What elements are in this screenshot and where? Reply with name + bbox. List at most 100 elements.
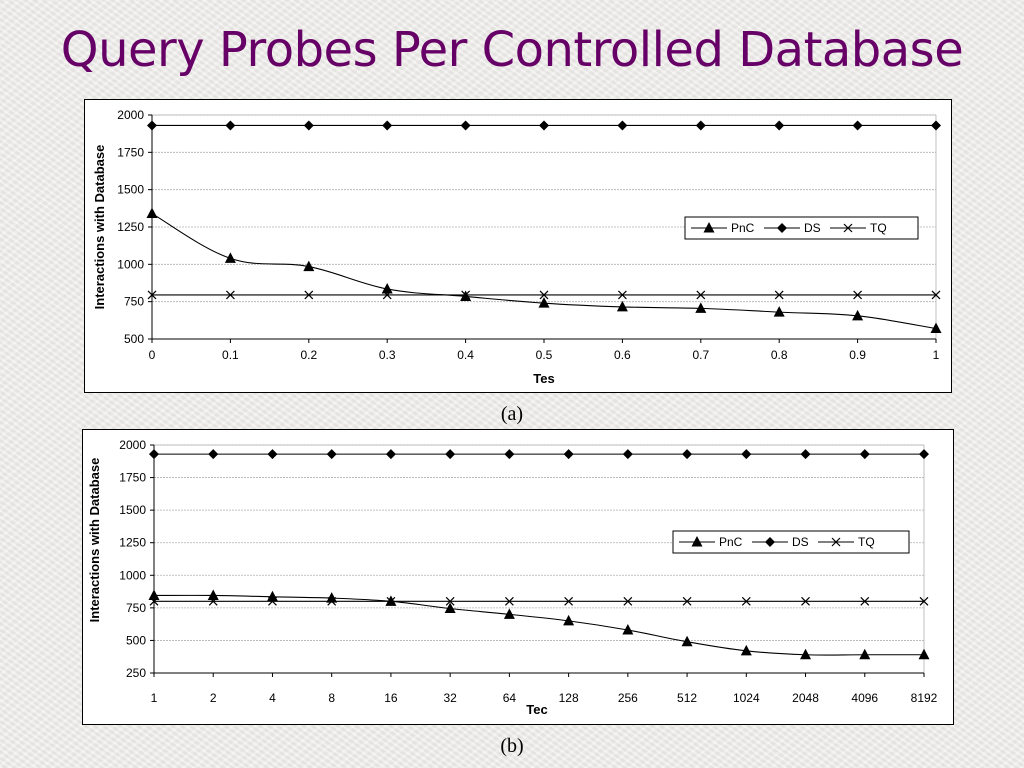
legend-marker-tq — [843, 223, 853, 233]
data-point-tq — [623, 596, 633, 606]
legend-label-ds: DS — [804, 221, 821, 235]
x-tick-label: 0.6 — [614, 348, 631, 362]
data-point-pnc — [381, 282, 393, 294]
x-tick-label: 0.2 — [300, 348, 317, 362]
data-point-tq — [382, 290, 392, 300]
y-tick-label: 1000 — [119, 568, 146, 582]
data-point-tq — [327, 596, 337, 606]
data-point-ds — [919, 449, 929, 460]
legend-box — [684, 216, 919, 240]
data-point-pnc — [538, 297, 550, 308]
y-tick-label: 500 — [126, 633, 146, 647]
data-point-pnc — [622, 624, 634, 635]
legend: PnC DS TQ — [672, 530, 910, 554]
data-point-pnc — [148, 589, 160, 600]
chart-b-caption: (b) — [500, 735, 524, 757]
data-point-ds — [774, 120, 785, 131]
y-tick-label: 2000 — [117, 108, 144, 122]
y-tick-label: 1500 — [117, 183, 144, 197]
legend-label-pnc: PnC — [719, 535, 743, 549]
data-point-tq — [853, 290, 863, 300]
data-point-ds — [622, 449, 633, 460]
slide-title: Query Probes Per Controlled Database — [60, 22, 964, 78]
x-tick-label: 0 — [149, 348, 156, 362]
x-tick-label: 0.3 — [379, 348, 396, 362]
legend-marker-tq — [831, 537, 841, 547]
x-axis-title: Tes — [533, 371, 554, 386]
data-point-tq — [741, 596, 751, 606]
data-point-tq — [919, 596, 929, 606]
data-point-tq — [539, 290, 549, 300]
legend-marker-ds — [777, 223, 787, 233]
legend: PnC DS TQ — [684, 216, 919, 240]
data-point-tq — [445, 596, 455, 606]
data-point-ds — [326, 449, 337, 460]
x-tick-label: 2 — [210, 691, 217, 705]
data-point-pnc — [224, 252, 236, 263]
series-tq — [149, 596, 929, 606]
data-point-pnc — [146, 207, 158, 219]
data-point-ds — [852, 120, 863, 131]
data-point-pnc — [773, 306, 785, 317]
y-tick-label: 1250 — [119, 536, 146, 550]
data-point-tq — [774, 290, 784, 300]
x-tick-label: 128 — [559, 691, 579, 705]
data-point-pnc — [681, 635, 693, 647]
data-point-pnc — [852, 309, 864, 321]
legend-marker-pnc — [703, 222, 715, 233]
data-point-tq — [696, 290, 706, 300]
data-point-tq — [386, 596, 396, 606]
y-tick-label: 1750 — [119, 471, 146, 485]
data-point-pnc — [563, 614, 575, 626]
data-point-pnc — [800, 648, 812, 660]
data-point-pnc — [303, 260, 315, 272]
data-point-tq — [304, 290, 314, 300]
data-point-ds — [800, 449, 811, 460]
y-tick-label: 750 — [124, 295, 144, 309]
legend-label-ds: DS — [792, 535, 809, 549]
data-point-ds — [147, 120, 157, 131]
x-tick-label: 1 — [933, 348, 940, 362]
x-tick-label: 4 — [269, 691, 276, 705]
legend-box — [672, 530, 910, 554]
y-axis-title: Interactions with Database — [92, 145, 107, 310]
data-point-tq — [860, 596, 870, 606]
data-point-tq — [149, 596, 159, 606]
data-point-pnc — [207, 589, 219, 600]
x-tick-label: 0.9 — [849, 348, 866, 362]
data-point-ds — [859, 449, 870, 460]
data-point-ds — [208, 449, 219, 460]
y-tick-label: 250 — [126, 666, 146, 680]
data-point-ds — [445, 449, 456, 460]
legend-label-pnc: PnC — [731, 221, 755, 235]
y-tick-label: 1500 — [119, 503, 146, 517]
legend-marker-ds — [765, 537, 775, 547]
x-tick-label: 1024 — [733, 691, 760, 705]
data-point-ds — [539, 120, 549, 131]
data-point-tq — [225, 290, 235, 300]
data-point-tq — [564, 596, 574, 606]
y-tick-label: 2000 — [119, 438, 146, 452]
data-point-tq — [617, 290, 627, 300]
data-point-ds — [303, 120, 314, 131]
data-point-pnc — [918, 648, 930, 660]
data-point-ds — [695, 120, 706, 131]
data-point-ds — [741, 449, 752, 460]
x-tick-label: 512 — [677, 691, 697, 705]
data-point-pnc — [859, 648, 871, 660]
data-point-ds — [382, 120, 393, 131]
x-axis-title: Tec — [526, 702, 547, 717]
x-tick-label: 64 — [503, 691, 517, 705]
chart-a-caption: (a) — [500, 403, 524, 425]
chart-a: 500 750 1000 1250 1500 1750 2000 0 0.1 0.2 0.3 0.4 0… — [84, 99, 952, 393]
data-point-ds — [617, 120, 628, 131]
x-tick-label: 256 — [618, 691, 638, 705]
y-tick-label: 500 — [124, 332, 144, 346]
x-tick-label: 0.1 — [222, 348, 239, 362]
series-pnc — [148, 589, 930, 660]
data-point-tq — [208, 596, 218, 606]
chart-b: 250 500 750 1000 1250 1500 1750 2000 1 2 4 8 16 32 64 1… — [82, 429, 954, 725]
series-tq — [147, 290, 941, 300]
series-pnc — [146, 207, 942, 334]
data-point-ds — [385, 449, 396, 460]
